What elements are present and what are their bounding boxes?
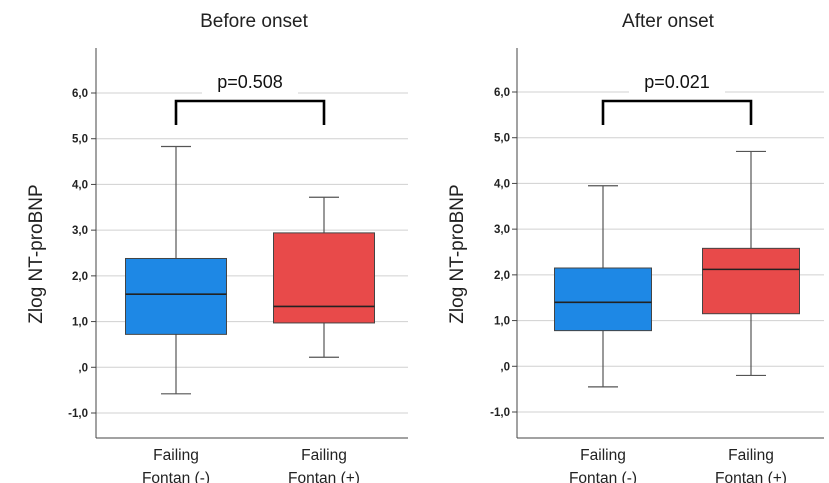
chart-title: After onset bbox=[622, 11, 715, 32]
significance-bracket bbox=[174, 99, 326, 125]
box-iqr bbox=[273, 232, 375, 324]
y-tick-label: 2,0 bbox=[72, 271, 88, 283]
chart-panel-1: Before onset Zlog NT-proBNP 6,0 5,0 4,0 3,0 2,… bbox=[26, 11, 408, 483]
y-tick-label: 4,0 bbox=[494, 178, 510, 190]
p-value-background bbox=[629, 67, 725, 95]
box-iqr bbox=[554, 267, 652, 332]
box-1 bbox=[125, 145, 227, 395]
y-tick-label: 5,0 bbox=[494, 133, 510, 145]
chart-panel-2: After onset Zlog NT-proBNP 6,0 5,0 4,0 3,0 2,0… bbox=[447, 11, 824, 483]
y-tick-label: 3,0 bbox=[72, 225, 88, 237]
p-value-label: p=0.021 bbox=[644, 72, 710, 92]
y-tick-label: 3,0 bbox=[494, 224, 510, 236]
y-tick-label: -1,0 bbox=[68, 408, 88, 420]
x-category-label: Failing bbox=[580, 447, 626, 464]
p-value-background bbox=[202, 67, 298, 95]
box-iqr bbox=[702, 247, 800, 315]
p-value-label: p=0.508 bbox=[217, 72, 283, 92]
y-tick-label: 5,0 bbox=[72, 134, 88, 146]
x-category-label: Fontan (+) bbox=[715, 470, 787, 483]
box-2 bbox=[702, 150, 800, 377]
y-axis-label: Zlog NT-proBNP bbox=[447, 184, 468, 323]
x-category-label: Fontan (-) bbox=[569, 470, 637, 483]
box-1 bbox=[554, 185, 652, 388]
x-category-label: Failing bbox=[728, 447, 774, 464]
y-tick-label: 4,0 bbox=[72, 179, 88, 191]
y-tick-label: 6,0 bbox=[72, 88, 88, 100]
y-tick-label: 6,0 bbox=[494, 87, 510, 99]
y-tick-label: -1,0 bbox=[490, 407, 510, 419]
chart-title: Before onset bbox=[200, 11, 308, 32]
y-tick-label: 1,0 bbox=[72, 317, 88, 329]
significance-bracket bbox=[601, 99, 753, 125]
box-2 bbox=[273, 196, 375, 358]
x-category-label: Failing bbox=[301, 447, 347, 464]
y-tick-label: 1,0 bbox=[494, 316, 510, 328]
x-category-label: Fontan (+) bbox=[288, 470, 360, 483]
y-tick-label: ,0 bbox=[500, 361, 510, 373]
y-tick-label: ,0 bbox=[78, 362, 88, 374]
box-iqr bbox=[125, 257, 227, 335]
x-category-label: Fontan (-) bbox=[142, 470, 210, 483]
x-category-label: Failing bbox=[153, 447, 199, 464]
y-axis-label: Zlog NT-proBNP bbox=[26, 184, 47, 323]
y-tick-label: 2,0 bbox=[494, 270, 510, 282]
